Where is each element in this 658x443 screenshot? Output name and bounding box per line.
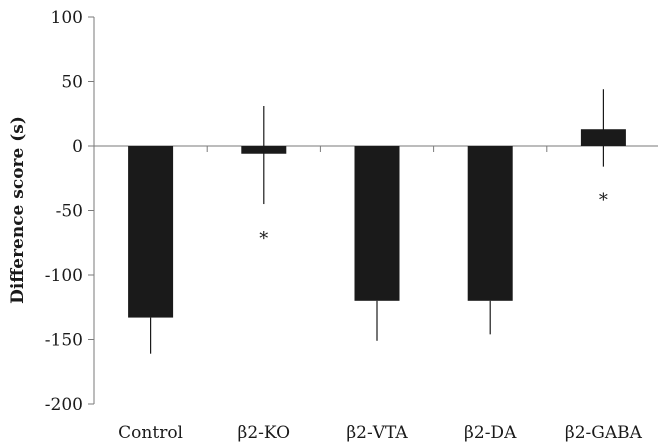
y-axis-title: Difference score (s) [8, 116, 28, 304]
plot-area: 100 50 0 -50 -100 -150 -200 Control β2-KO β2-VTA β… [45, 8, 658, 443]
significance-marker: * [259, 229, 268, 250]
y-tick-label: -200 [45, 395, 83, 415]
bar [128, 146, 174, 318]
x-tick-label: β2-VTA [346, 423, 408, 443]
x-tick-label: Control [118, 423, 183, 443]
y-tick-label: -50 [56, 202, 83, 222]
y-tick-label: 0 [72, 137, 83, 157]
bar [354, 146, 400, 301]
y-tick-label: 100 [51, 8, 83, 28]
x-tick-label: β2-GABA [565, 423, 643, 443]
y-tick-label: -150 [45, 331, 83, 351]
x-tick-label: β2-KO [238, 423, 291, 443]
y-tick-label: -100 [45, 266, 83, 286]
x-tick-label: β2-DA [464, 423, 517, 443]
y-tick-label: 50 [61, 73, 83, 93]
bar [467, 146, 513, 301]
significance-marker: * [599, 190, 608, 211]
